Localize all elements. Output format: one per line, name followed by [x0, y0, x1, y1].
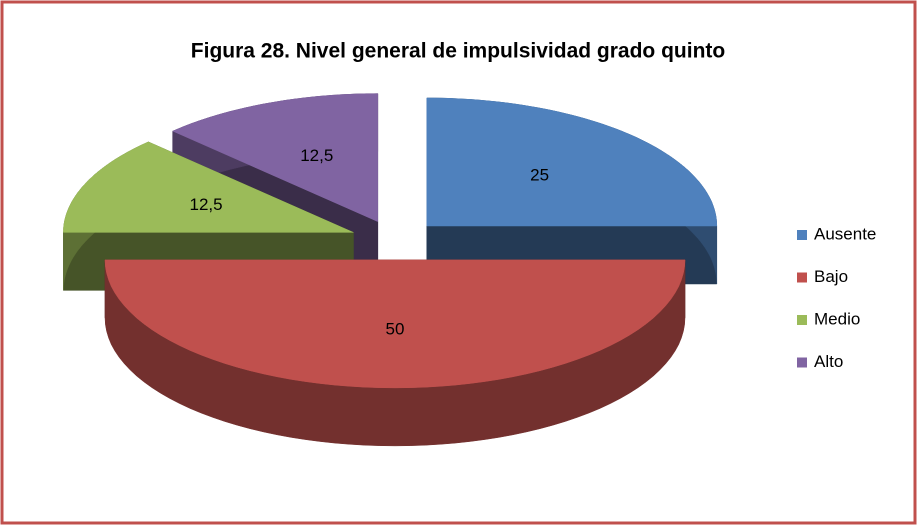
- legend-label: Ausente: [814, 224, 876, 243]
- slice: [104, 259, 686, 447]
- data-label: 50: [386, 320, 405, 339]
- legend-label: Alto: [814, 352, 843, 371]
- data-label: 25: [530, 166, 549, 185]
- slice: [426, 97, 718, 285]
- legend-swatch: [797, 230, 807, 240]
- slice-top: [63, 141, 354, 233]
- legend-label: Bajo: [814, 267, 848, 286]
- legend-label: Medio: [814, 309, 860, 328]
- data-label: 12,5: [190, 195, 223, 214]
- legend-swatch: [797, 315, 807, 325]
- slice-top: [172, 93, 379, 222]
- legend-swatch: [797, 357, 807, 368]
- slice-top: [104, 259, 686, 389]
- slice-top: [426, 97, 718, 227]
- data-label: 12,5: [300, 146, 333, 165]
- legend-swatch: [797, 272, 807, 283]
- chart-title: Figura 28. Nivel general de impulsividad…: [191, 40, 725, 63]
